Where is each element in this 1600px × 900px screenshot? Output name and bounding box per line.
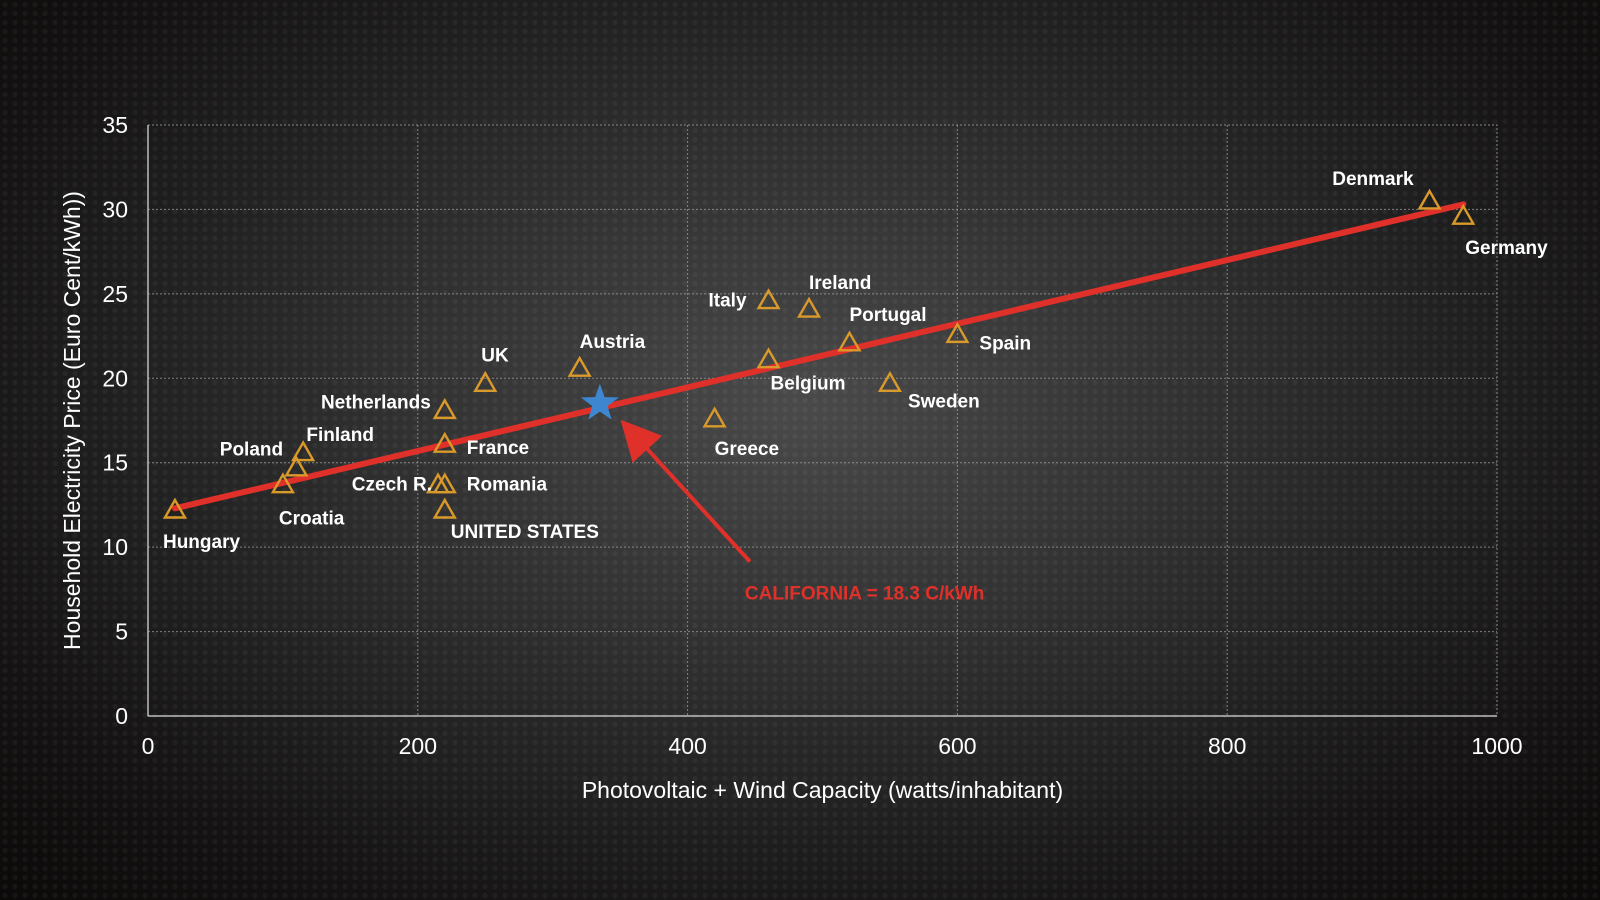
california-highlight — [580, 383, 619, 420]
data-point-label: France — [467, 438, 529, 459]
x-tick-label: 1000 — [1471, 733, 1522, 759]
data-point-label: Austria — [580, 332, 646, 353]
x-tick-label: 600 — [938, 733, 976, 759]
data-point-marker — [1451, 203, 1476, 225]
x-tick-label: 400 — [668, 733, 706, 759]
x-tick-label: 800 — [1208, 733, 1246, 759]
data-point-label: Romania — [467, 475, 548, 496]
y-tick-label: 25 — [102, 281, 128, 307]
data-point-marker — [567, 355, 592, 377]
data-point-marker — [796, 296, 822, 318]
trendline-group — [171, 201, 1467, 512]
data-point-label: Ireland — [809, 273, 871, 294]
data-point-marker — [284, 455, 309, 477]
data-point-label: Finland — [306, 425, 374, 446]
data-point-label: Belgium — [771, 374, 846, 395]
california-annotation: CALIFORNIA = 18.3 C/kWh — [745, 584, 984, 605]
california-star-marker — [580, 383, 619, 420]
data-point-marker — [432, 431, 457, 453]
annotation-group: CALIFORNIA = 18.3 C/kWh — [620, 419, 984, 605]
y-tick-label: 35 — [102, 112, 128, 138]
data-point-marker — [432, 497, 457, 519]
data-point-label: Netherlands — [321, 392, 431, 413]
y-tick-label: 0 — [115, 703, 128, 729]
data-point-label: UK — [481, 345, 509, 366]
x-axis-label: Photovoltaic + Wind Capacity (watts/inha… — [582, 777, 1063, 803]
data-point-marker — [291, 440, 316, 462]
y-tick-label: 15 — [102, 450, 128, 476]
annotation-arrow — [620, 419, 752, 563]
data-point-marker — [702, 406, 727, 428]
y-tick-label: 10 — [102, 534, 128, 560]
y-tick-label: 20 — [102, 365, 128, 391]
data-point-label: Sweden — [908, 391, 980, 412]
data-point-marker — [1417, 188, 1442, 210]
data-point-label: Czech R. — [352, 475, 432, 496]
x-tick-label: 0 — [142, 733, 155, 759]
y-tick-label: 5 — [115, 619, 128, 645]
data-points: Hungary Croatia Poland Finland Czech R. Roman… — [162, 169, 1548, 553]
data-point-marker — [270, 472, 295, 494]
data-point-marker — [837, 330, 862, 352]
data-point-marker — [162, 497, 188, 519]
data-point-label: Germany — [1465, 238, 1548, 259]
data-point-marker — [756, 347, 781, 369]
data-point-marker — [432, 472, 457, 494]
data-point-label: Hungary — [163, 532, 241, 553]
data-point-label: UNITED STATES — [451, 522, 599, 543]
data-point-label: Denmark — [1332, 169, 1414, 190]
chart-axes: 0 200 400 600 800 1000 0 5 10 15 20 25 30 35 — [102, 112, 1522, 759]
x-tick-label: 200 — [399, 733, 437, 759]
data-point-label: Italy — [709, 291, 747, 312]
data-point-marker — [877, 370, 903, 393]
data-point-label: Portugal — [849, 305, 926, 326]
data-point-label: Greece — [715, 439, 779, 460]
data-point-label: Poland — [220, 440, 283, 461]
data-point-marker — [756, 288, 781, 310]
y-tick-label: 30 — [102, 196, 128, 222]
data-point-marker — [945, 321, 970, 344]
trendline — [171, 201, 1467, 512]
data-point-marker — [473, 370, 498, 393]
y-axis-label: Household Electricity Price (Euro Cent/k… — [59, 191, 85, 650]
data-point-label: Croatia — [279, 509, 345, 530]
data-point-marker — [432, 397, 457, 420]
data-point-label: Spain — [979, 333, 1031, 354]
